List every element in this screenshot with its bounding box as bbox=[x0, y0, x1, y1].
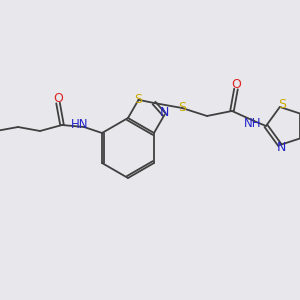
Text: S: S bbox=[134, 93, 142, 106]
Text: O: O bbox=[53, 92, 63, 104]
Text: O: O bbox=[231, 79, 241, 92]
Text: N: N bbox=[160, 106, 169, 119]
Text: HN: HN bbox=[71, 118, 89, 131]
Text: N: N bbox=[277, 140, 286, 154]
Text: S: S bbox=[278, 98, 286, 112]
Text: S: S bbox=[178, 101, 186, 115]
Text: NH: NH bbox=[244, 118, 262, 130]
